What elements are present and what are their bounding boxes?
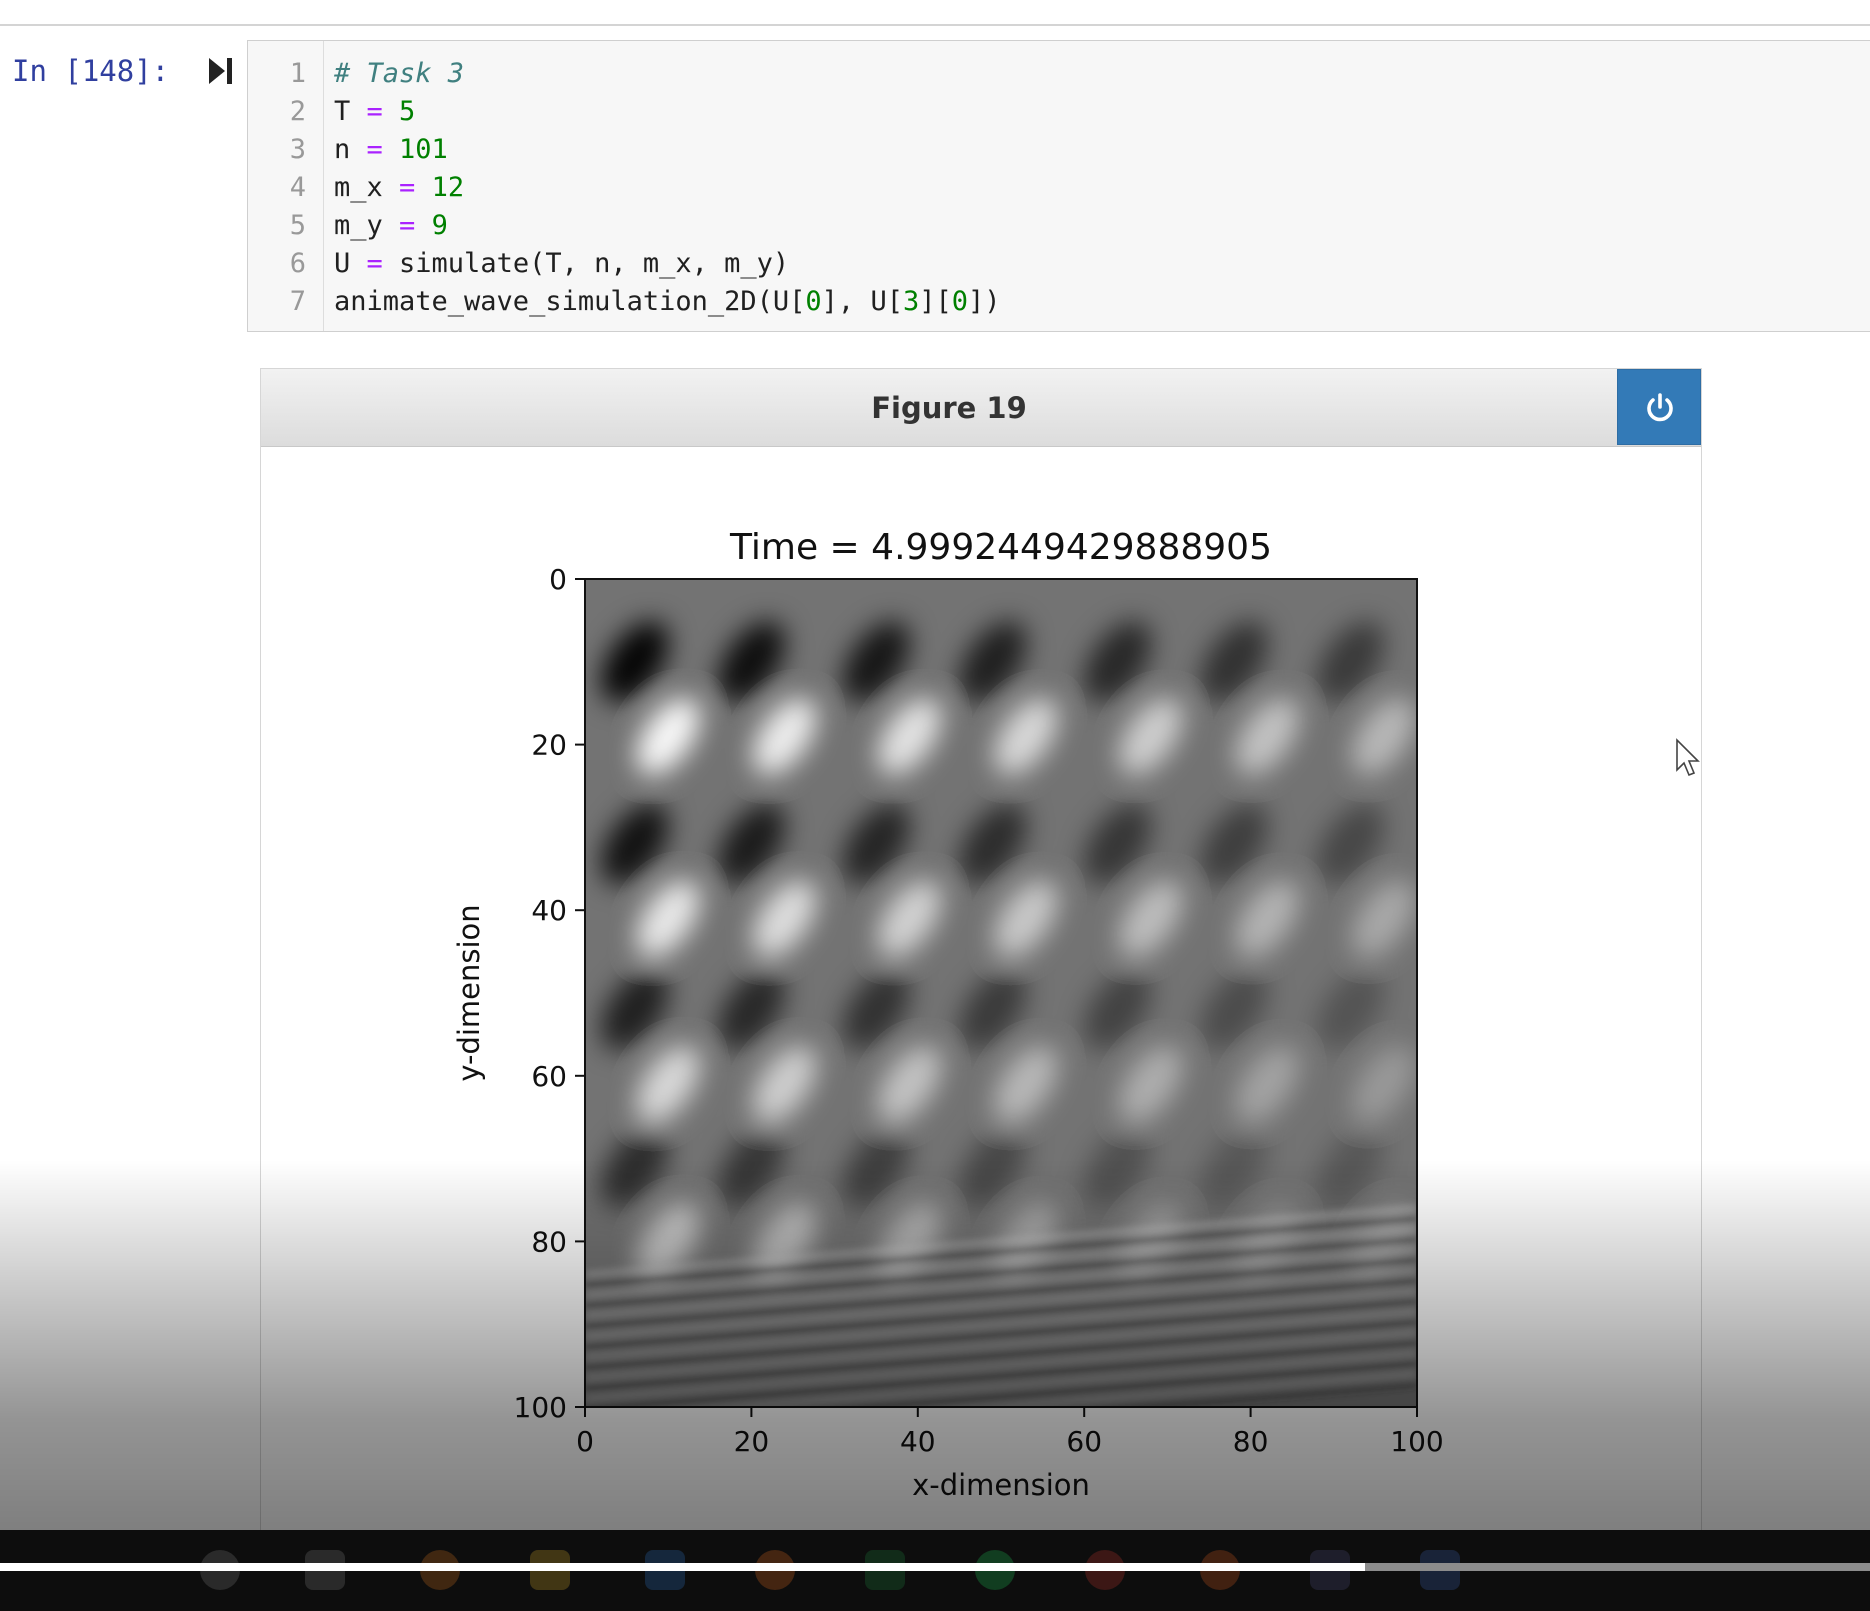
code-token: n	[334, 134, 367, 165]
code-token: ][	[919, 286, 952, 317]
code-token: =	[366, 96, 383, 127]
x-tick-label: 80	[1233, 1425, 1269, 1458]
line-number: 1	[289, 58, 306, 89]
y-tick-label: 100	[514, 1391, 567, 1424]
code-token: simulate(T, n, m_x, m_y)	[382, 248, 790, 279]
x-tick-label: 40	[900, 1425, 936, 1458]
y-tick-label: 20	[531, 729, 567, 762]
code-token: m_y	[334, 210, 400, 241]
wave-plot: 0 20 40 60 80 100 0 20 40 60 80 100 Time = 4.999244…	[452, 527, 1444, 1502]
code-line: U = simulate(T, n, m_x, m_y)	[334, 245, 789, 283]
mouse-cursor-icon	[1676, 738, 1700, 777]
cell-prompt: In [148]:	[12, 54, 170, 88]
line-number: 3	[289, 134, 306, 165]
x-tick-label: 100	[1390, 1425, 1443, 1458]
code-token: 9	[431, 210, 448, 241]
code-line: m_x = 12	[334, 169, 464, 207]
line-number: 6	[289, 248, 306, 279]
x-tick-label: 60	[1066, 1425, 1102, 1458]
code-token: U	[334, 248, 367, 279]
code-line: animate_wave_simulation_2D(U[0], U[3][0]…	[334, 283, 1001, 321]
code-line: T = 5	[334, 93, 415, 131]
code-token: =	[399, 210, 416, 241]
code-token: animate_wave_simulation_2D(U[	[334, 286, 806, 317]
y-tick-label: 60	[531, 1060, 567, 1093]
code-token: =	[399, 172, 416, 203]
power-icon	[1647, 393, 1673, 422]
code-token: =	[366, 248, 383, 279]
line-number: 2	[289, 96, 306, 127]
line-number: 5	[289, 210, 306, 241]
line-number: 7	[289, 286, 306, 317]
x-tick-label: 20	[734, 1425, 770, 1458]
x-axis-label: x-dimension	[912, 1468, 1090, 1502]
code-token	[383, 96, 399, 127]
top-divider	[0, 24, 1870, 26]
code-token: 5	[399, 96, 416, 127]
y-tick-label: 0	[549, 563, 567, 596]
code-line: # Task 3	[334, 55, 464, 93]
code-token: ])	[968, 286, 1001, 317]
video-progress-fill	[0, 1563, 1366, 1571]
code-token	[415, 172, 431, 203]
y-axis-label: y-dimension	[452, 904, 486, 1081]
code-token: m_x	[334, 172, 400, 203]
code-token: ], U[	[821, 286, 903, 317]
heatmap-image	[585, 579, 1417, 1407]
code-line: n = 101	[334, 131, 448, 169]
figure-title: Figure 19	[871, 391, 1027, 425]
code-token	[415, 210, 431, 241]
code-token: 12	[431, 172, 465, 203]
chart-title: Time = 4.9992449429888905	[729, 527, 1272, 568]
figure-header: Figure 19	[261, 369, 1701, 447]
code-token: 0	[805, 286, 822, 317]
figure-widget: Figure 19 0 20 40 60 80 100 0 20 40 60 80 100 Time …	[260, 368, 1702, 1568]
code-token	[383, 134, 399, 165]
line-number-gutter	[248, 41, 324, 331]
code-token: 101	[399, 134, 448, 165]
run-cell-icon[interactable]	[208, 56, 234, 86]
code-line: m_y = 9	[334, 207, 448, 245]
x-tick-label: 0	[576, 1425, 594, 1458]
line-number: 4	[289, 172, 306, 203]
code-token: =	[366, 134, 383, 165]
close-figure-button[interactable]	[1617, 369, 1701, 445]
code-token: 3	[902, 286, 920, 317]
code-token: # Task 3	[334, 58, 465, 89]
code-token: 0	[951, 286, 968, 317]
y-tick-label: 80	[531, 1225, 567, 1258]
code-token: T	[334, 96, 367, 127]
y-tick-label: 40	[531, 894, 567, 927]
video-progress-track[interactable]	[0, 1563, 1870, 1571]
